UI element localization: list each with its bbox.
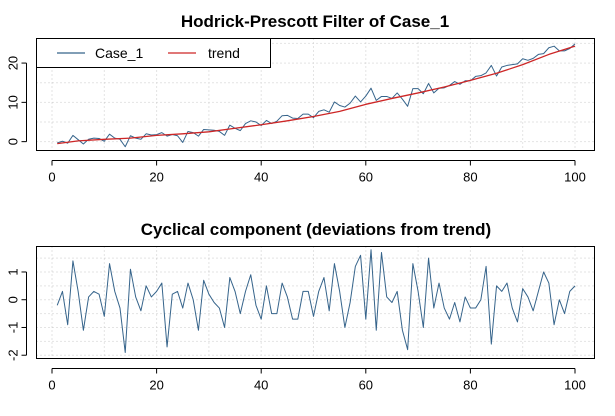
x-tick-label: 0 bbox=[48, 378, 55, 393]
x-tick-label: 20 bbox=[149, 170, 163, 185]
hp-filter-panel: Hodrick-Prescott Filter of Case_1 Case_1… bbox=[6, 12, 595, 185]
grid-cyclical bbox=[36, 246, 595, 359]
chart-title-hp-filter: Hodrick-Prescott Filter of Case_1 bbox=[181, 12, 449, 31]
y-tick-label: -1 bbox=[6, 322, 21, 334]
x-tick-label: 60 bbox=[359, 170, 373, 185]
plot-frame-cyclical bbox=[36, 246, 595, 359]
series-line-trend bbox=[57, 45, 576, 145]
x-tick-label: 100 bbox=[564, 170, 586, 185]
y-tick-label: 10 bbox=[6, 95, 21, 109]
plot-frame-hp-filter bbox=[36, 38, 595, 151]
x-tick-label: 40 bbox=[254, 378, 268, 393]
chart-title-cyclical: Cyclical component (deviations from tren… bbox=[141, 220, 491, 239]
x-tick-label: 20 bbox=[149, 378, 163, 393]
y-axis-hp-filter: 0 10 20 bbox=[6, 56, 27, 145]
x-axis-cyclical: 0 20 40 60 80 100 bbox=[48, 368, 586, 393]
y-tick-label: 20 bbox=[6, 56, 21, 70]
x-axis-hp-filter: 0 20 40 60 80 100 bbox=[48, 160, 586, 185]
cyclical-panel: Cyclical component (deviations from tren… bbox=[6, 220, 595, 393]
x-tick-label: 80 bbox=[463, 170, 477, 185]
x-tick-label: 100 bbox=[564, 378, 586, 393]
x-tick-label: 0 bbox=[48, 170, 55, 185]
legend-hp-filter: Case_1 trend bbox=[36, 38, 271, 68]
series-group-cyclical bbox=[56, 249, 576, 353]
legend-label: Case_1 bbox=[95, 45, 143, 61]
y-axis-cyclical: -2 -1 0 1 bbox=[6, 268, 27, 361]
y-tick-label: 1 bbox=[6, 268, 21, 275]
x-tick-label: 60 bbox=[359, 378, 373, 393]
y-tick-label: 0 bbox=[6, 296, 21, 303]
y-tick-label: 0 bbox=[6, 138, 21, 145]
legend-label: trend bbox=[208, 45, 240, 61]
series-group-hp-filter bbox=[57, 43, 576, 148]
x-tick-label: 80 bbox=[463, 378, 477, 393]
y-tick-label: -2 bbox=[6, 349, 21, 361]
series-line-cyclical bbox=[56, 249, 576, 353]
x-tick-label: 40 bbox=[254, 170, 268, 185]
